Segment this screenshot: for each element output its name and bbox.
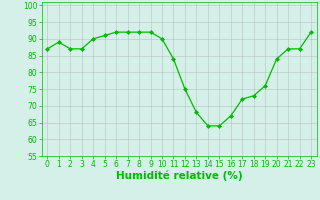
X-axis label: Humidité relative (%): Humidité relative (%): [116, 171, 243, 181]
